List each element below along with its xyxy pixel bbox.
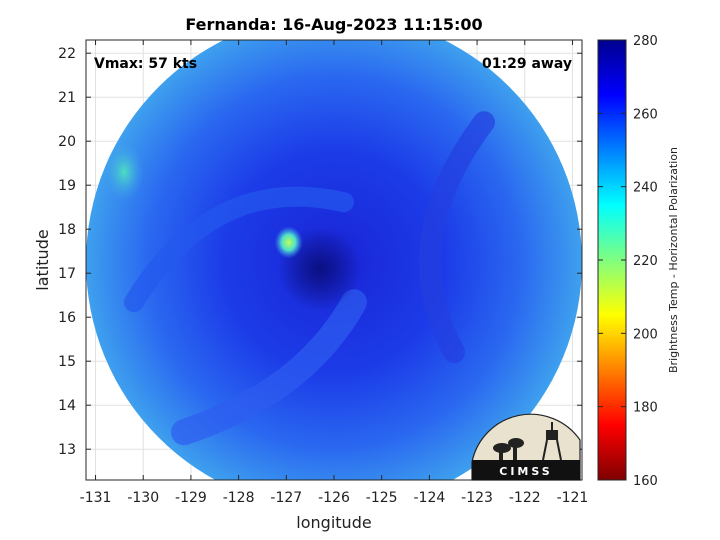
x-tick-label: -124 bbox=[413, 490, 445, 506]
x-tick-label: -122 bbox=[509, 490, 541, 506]
chart-title: Fernanda: 16-Aug-2023 11:15:00 bbox=[185, 15, 482, 34]
x-axis-ticks: -131 -130 -129 -128 -127 -126 -125 -124 -123 -122… bbox=[80, 40, 589, 506]
x-axis-label: longitude bbox=[296, 513, 371, 532]
y-tick-label: 19 bbox=[58, 178, 76, 194]
x-tick-label: -128 bbox=[223, 490, 255, 506]
colorbar-tick-label: 220 bbox=[633, 254, 658, 269]
x-tick-label: -130 bbox=[127, 490, 159, 506]
brightness-temp-swath bbox=[86, 40, 582, 480]
x-tick-label: -126 bbox=[318, 490, 350, 506]
y-tick-label: 18 bbox=[58, 222, 76, 238]
y-tick-label: 16 bbox=[58, 310, 76, 326]
y-axis-label: latitude bbox=[33, 229, 52, 290]
x-tick-label: -131 bbox=[80, 490, 112, 506]
y-axis-ticks: 13 14 15 16 17 18 19 20 21 22 bbox=[58, 46, 582, 458]
x-tick-label: -121 bbox=[557, 490, 589, 506]
y-tick-label: 22 bbox=[58, 46, 76, 62]
x-tick-label: -123 bbox=[461, 490, 493, 506]
cimss-logo: CIMSS bbox=[471, 413, 581, 481]
x-tick-label: -127 bbox=[270, 490, 302, 506]
rain-band bbox=[124, 186, 354, 313]
x-tick-label: -129 bbox=[175, 490, 207, 506]
colorbar-ticks: 160 180 200 220 240 260 280 bbox=[598, 34, 658, 489]
vmax-annotation: Vmax: 57 kts bbox=[94, 56, 197, 72]
y-tick-label: 13 bbox=[58, 442, 76, 458]
time-offset-annotation: 01:29 away bbox=[482, 56, 572, 72]
y-tick-label: 15 bbox=[58, 354, 76, 370]
colorbar-tick-label: 160 bbox=[633, 474, 658, 489]
colorbar-tick-label: 280 bbox=[633, 34, 658, 49]
y-tick-label: 14 bbox=[58, 398, 76, 414]
warm-feature bbox=[104, 142, 145, 202]
colorbar-tick-label: 240 bbox=[633, 181, 658, 196]
rain-band bbox=[419, 111, 495, 364]
colorbar-tick-label: 200 bbox=[633, 327, 658, 342]
logo-text: CIMSS bbox=[499, 465, 552, 478]
colorbar-tick-label: 260 bbox=[633, 107, 658, 122]
warm-feature bbox=[274, 226, 303, 259]
rain-band bbox=[171, 289, 367, 446]
y-tick-label: 17 bbox=[58, 266, 76, 282]
colorbar-label: Brightness Temp - Horizontal Polarizatio… bbox=[667, 147, 680, 373]
y-tick-label: 21 bbox=[58, 90, 76, 106]
y-tick-label: 20 bbox=[58, 134, 76, 150]
x-tick-label: -125 bbox=[366, 490, 398, 506]
colorbar-tick-label: 180 bbox=[633, 401, 658, 416]
